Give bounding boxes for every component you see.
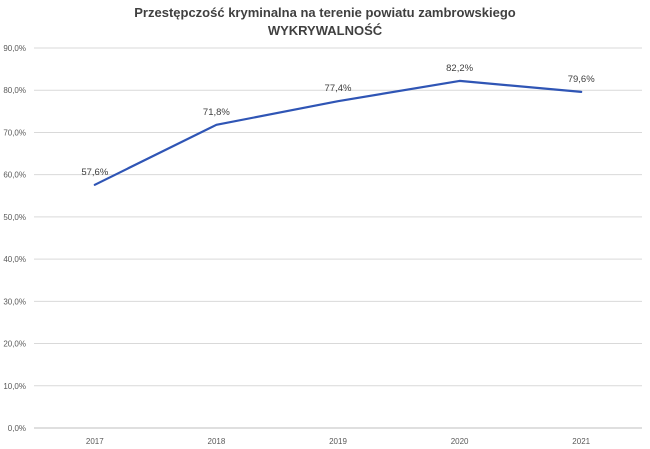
- y-axis: 0,0% 10,0% 20,0% 30,0% 40,0% 50,0% 60,0% 70,0% 8…: [3, 44, 26, 433]
- x-tick-label: 2018: [208, 437, 226, 446]
- y-tick-label: 10,0%: [3, 382, 26, 391]
- y-tick-label: 80,0%: [3, 86, 26, 95]
- x-tick-label: 2019: [329, 437, 347, 446]
- data-label: 71,8%: [203, 107, 230, 118]
- y-tick-label: 0,0%: [8, 424, 26, 433]
- y-tick-label: 40,0%: [3, 255, 26, 264]
- data-label: 82,2%: [446, 63, 473, 74]
- y-tick-label: 50,0%: [3, 213, 26, 222]
- y-tick-label: 30,0%: [3, 297, 26, 306]
- series-group: [93, 79, 583, 186]
- chart-title: Przestępczość kryminalna na terenie powi…: [134, 5, 516, 20]
- y-tick-label: 60,0%: [3, 171, 26, 180]
- gridlines: [34, 47, 642, 429]
- x-axis: 2017 2018 2019 2020 2021: [86, 437, 591, 446]
- data-label: 57,6%: [81, 167, 108, 178]
- chart-subtitle: WYKRYWALNOŚĆ: [268, 23, 383, 38]
- x-tick-label: 2020: [451, 437, 469, 446]
- x-tick-label: 2017: [86, 437, 104, 446]
- y-tick-label: 90,0%: [3, 44, 26, 53]
- data-label: 79,6%: [568, 74, 595, 85]
- data-labels: 57,6% 71,8% 77,4% 82,2% 79,6%: [81, 63, 595, 178]
- x-tick-label: 2021: [572, 437, 590, 446]
- data-label: 77,4%: [325, 83, 352, 94]
- y-tick-label: 20,0%: [3, 340, 26, 349]
- y-tick-label: 70,0%: [3, 128, 26, 137]
